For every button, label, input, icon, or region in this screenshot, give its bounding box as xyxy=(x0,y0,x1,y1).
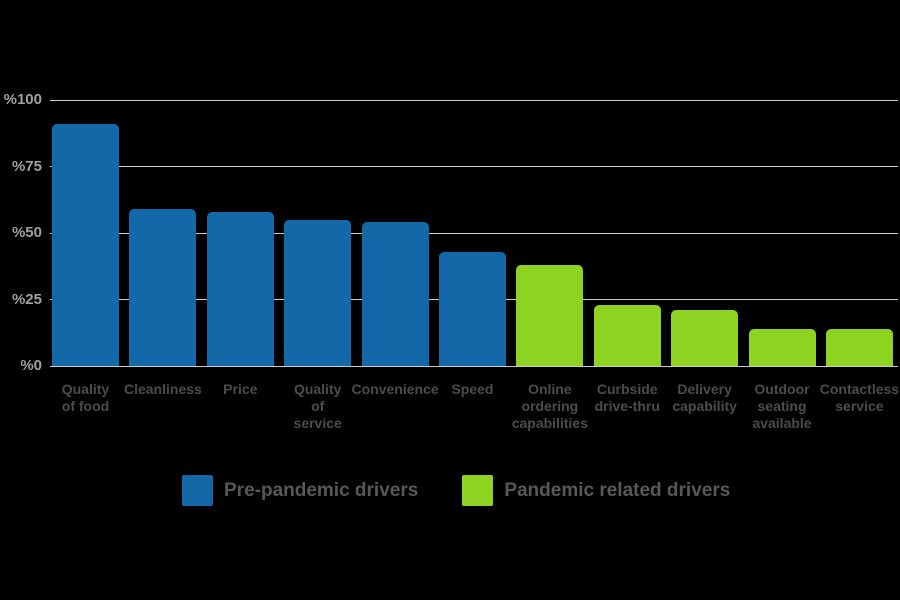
bar-label-line: Quality xyxy=(293,381,342,397)
legend-item-pandemic: Pandemic related drivers xyxy=(462,475,730,506)
bar-label-line: capability xyxy=(672,398,737,414)
pandemic-swatch-icon xyxy=(462,475,494,506)
bar-label: Price xyxy=(207,381,274,432)
legend-label-pandemic: Pandemic related drivers xyxy=(504,479,731,501)
bar xyxy=(516,265,584,366)
bar-label-line: ordering xyxy=(521,398,579,414)
bars-layer xyxy=(52,100,893,366)
bar-label-line: Convenience xyxy=(351,381,439,397)
bar-label: Delivery capability xyxy=(671,381,738,432)
bar-label-line: Speed xyxy=(451,381,494,397)
gridline xyxy=(50,99,898,101)
bar-label-line: Outdoor xyxy=(754,381,810,397)
bar xyxy=(129,209,197,366)
bar-label: Contactless service xyxy=(820,381,899,432)
bar xyxy=(206,212,274,366)
bar-label: Quality of service xyxy=(284,381,351,432)
bar-label-line: service xyxy=(293,415,342,431)
bar-label-line: of food xyxy=(61,398,110,414)
bar-label-line: Online xyxy=(528,381,572,397)
bar-label: Online ordering capabilities xyxy=(512,381,588,432)
y-tick-label: %0 xyxy=(20,357,42,374)
bar-label-line: Delivery xyxy=(677,381,732,397)
legend-item-pre-pandemic: Pre-pandemic drivers xyxy=(182,475,418,506)
bar-label-line: Curbside xyxy=(596,381,658,397)
bar-label-line: seating xyxy=(757,398,807,414)
bar xyxy=(52,124,119,366)
bar-label: Curbside drive-thru xyxy=(594,381,661,432)
bar-label-line: Price xyxy=(223,381,258,397)
bar-label: Speed xyxy=(439,381,506,432)
y-tick-label: %75 xyxy=(11,157,42,175)
bar xyxy=(438,252,506,366)
bar xyxy=(748,329,816,366)
pre-pandemic-swatch-icon xyxy=(182,475,213,506)
y-tick-label: %25 xyxy=(11,290,42,308)
bar-label: Quality of food xyxy=(52,381,119,432)
bar-label: Cleanliness xyxy=(124,381,202,432)
y-tick-label: %100 xyxy=(3,91,42,108)
bar-label-line: Contactless xyxy=(819,381,900,397)
gridline xyxy=(50,232,898,234)
bar xyxy=(284,220,352,366)
gridline xyxy=(50,365,898,367)
x-axis-category-labels: Quality of food Cleanliness Price Quality of s… xyxy=(52,381,899,432)
bar-label-line: Quality xyxy=(61,381,110,397)
bar-label: Outdoor seating available xyxy=(749,381,816,432)
bar xyxy=(671,310,739,366)
bar-label-line: of xyxy=(311,398,325,414)
legend: Pre-pandemic drivers Pandemic related dr… xyxy=(182,475,730,506)
bar xyxy=(593,305,661,366)
bar xyxy=(825,329,893,366)
gridline xyxy=(50,166,898,167)
bar-label-line: capabilities xyxy=(511,415,588,431)
bar-label-line: drive-thru xyxy=(594,398,660,414)
bar-label-line: Cleanliness xyxy=(123,381,202,397)
bar-label: Convenience xyxy=(352,381,439,432)
y-tick-label: %50 xyxy=(11,224,42,241)
bar xyxy=(361,222,429,366)
bar-label-line: service xyxy=(835,398,884,414)
legend-label-pre-pandemic: Pre-pandemic drivers xyxy=(224,479,419,501)
bar-label-line: available xyxy=(752,415,812,431)
